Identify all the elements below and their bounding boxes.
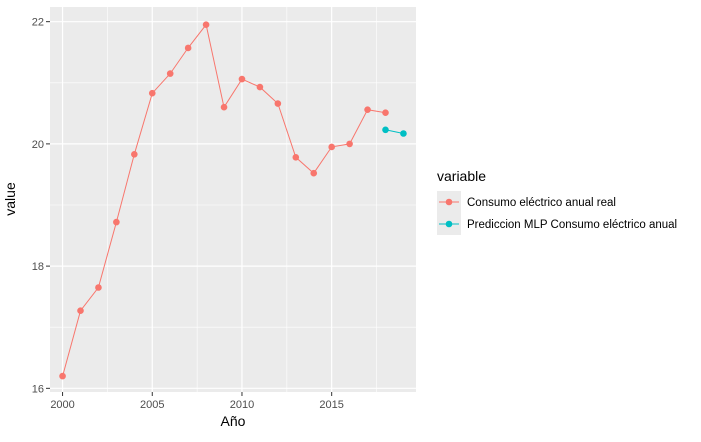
data-point-0 xyxy=(184,44,192,52)
axes: 2000 2005 2010 2015 16 18 20 22 xyxy=(32,17,344,411)
data-point-1 xyxy=(382,126,389,134)
y-tick-label: 20 xyxy=(32,139,44,151)
data-point-0 xyxy=(364,106,371,113)
data-point-0 xyxy=(166,70,174,77)
data-point-0 xyxy=(328,143,335,151)
plot-panel xyxy=(50,7,416,392)
x-tick-label: 2010 xyxy=(230,399,254,411)
data-point-0 xyxy=(77,307,84,315)
data-point-0 xyxy=(220,103,228,111)
x-tick-label: 2005 xyxy=(140,399,164,411)
series-points xyxy=(59,21,407,380)
legend-key-point-1 xyxy=(445,220,453,228)
data-point-0 xyxy=(59,372,66,380)
legend-title: variable xyxy=(437,168,486,184)
x-tick-label: 2015 xyxy=(319,399,343,411)
data-point-0 xyxy=(113,218,120,226)
legend-label-1: Prediccion MLP Consumo eléctrico anual xyxy=(467,219,677,231)
data-point-0 xyxy=(95,284,102,291)
legend-key-point-0 xyxy=(445,198,453,206)
data-point-0 xyxy=(256,83,264,91)
data-point-0 xyxy=(202,21,210,29)
grid-major xyxy=(50,7,416,392)
data-point-0 xyxy=(148,89,156,97)
y-tick-label: 22 xyxy=(32,17,44,29)
y-tick-label: 16 xyxy=(32,383,44,395)
data-point-0 xyxy=(382,109,389,117)
y-tick-label: 18 xyxy=(32,261,44,273)
x-tick-label: 2000 xyxy=(50,399,74,411)
grid-minor xyxy=(50,7,416,392)
legend-label-0: Consumo eléctrico anual real xyxy=(467,197,616,209)
data-point-1 xyxy=(400,130,407,137)
data-point-0 xyxy=(310,169,318,177)
legend: variable Consumo eléctrico anual real Pr… xyxy=(437,168,677,235)
y-axis-title: value xyxy=(2,182,18,216)
data-point-0 xyxy=(346,140,353,148)
x-axis-title: Año xyxy=(221,413,246,429)
data-point-0 xyxy=(274,100,282,107)
data-point-0 xyxy=(131,150,138,158)
data-point-0 xyxy=(238,75,246,83)
data-point-0 xyxy=(292,154,300,161)
